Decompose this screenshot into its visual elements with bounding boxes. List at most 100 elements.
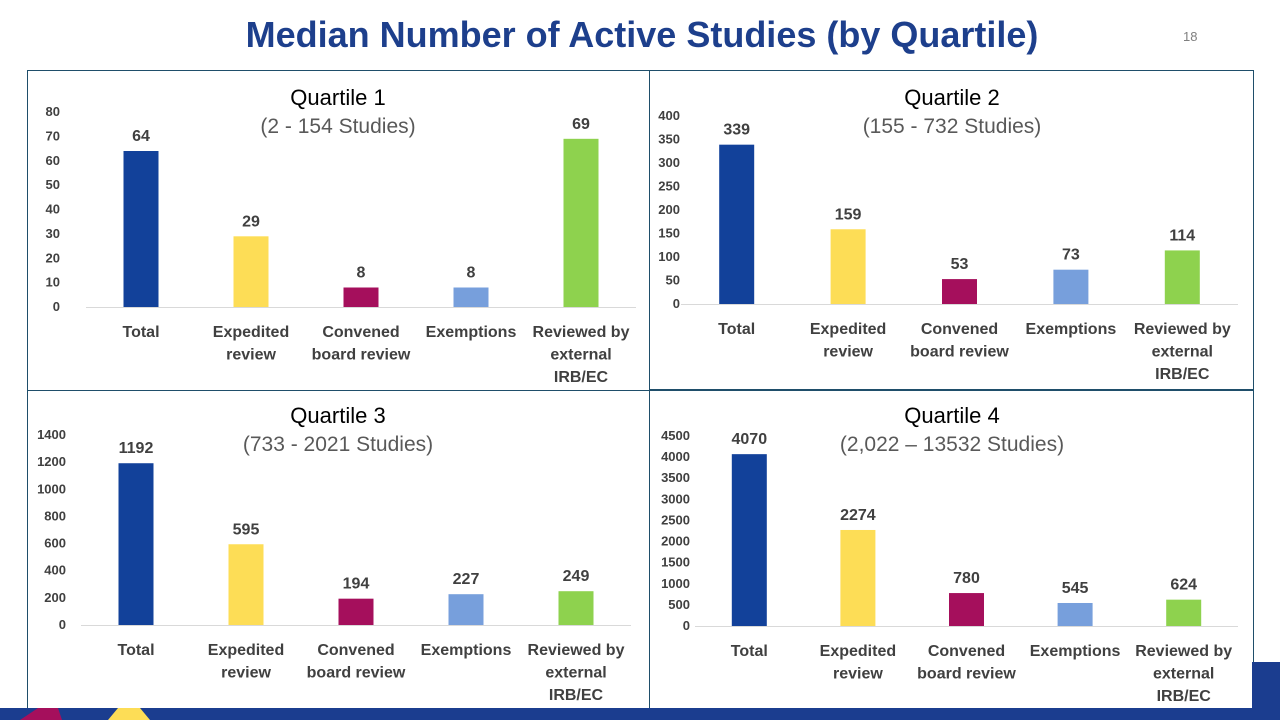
x-tick-label: Total xyxy=(122,324,159,341)
y-tick-label: 200 xyxy=(658,202,680,217)
chart-subtitle: (733 - 2021 Studies) xyxy=(242,433,434,456)
y-tick-label: 1500 xyxy=(661,555,690,570)
x-tick-label: Exemptions xyxy=(421,642,512,659)
x-tick-label: Convened xyxy=(928,643,1005,660)
data-label: 194 xyxy=(343,576,370,593)
data-label: 69 xyxy=(572,116,590,133)
chart-quartile-4: 0 500 1000 1500 2000 2500 3000 3500 4000 4500 4070… xyxy=(661,428,1238,705)
x-tick-label: Expedited xyxy=(208,642,284,659)
bar-total xyxy=(719,144,755,304)
data-label: 159 xyxy=(835,206,862,223)
data-label: 545 xyxy=(1062,580,1089,597)
y-tick-label: 250 xyxy=(658,179,680,194)
y-tick-label: 400 xyxy=(44,563,66,578)
x-tick-label: Convened xyxy=(317,642,394,659)
bar-exemptions xyxy=(453,287,489,307)
x-tick-label: board review xyxy=(917,666,1016,683)
data-label: 53 xyxy=(951,256,969,273)
data-label: 114 xyxy=(1169,227,1195,244)
x-tick-label: review xyxy=(823,344,873,361)
y-tick-label: 4500 xyxy=(661,428,690,443)
x-tick-label: IRB/EC xyxy=(1155,366,1210,383)
y-tick-label: 2500 xyxy=(661,512,690,527)
y-tick-label: 60 xyxy=(46,153,60,168)
x-tick-label: Exemptions xyxy=(426,324,517,341)
x-tick-label: Reviewed by xyxy=(533,324,630,341)
y-tick-label: 3500 xyxy=(661,470,690,485)
x-tick-label: review xyxy=(226,347,276,364)
x-tick-label: Expedited xyxy=(213,324,289,341)
chart-title: Quartile 3 xyxy=(290,403,386,428)
chart-title: Quartile 1 xyxy=(290,85,386,110)
data-label: 64 xyxy=(132,128,150,145)
x-tick-label: IRB/EC xyxy=(549,687,604,704)
x-tick-label: Total xyxy=(117,642,154,659)
bar-expedited-review xyxy=(840,529,876,626)
y-tick-label: 500 xyxy=(668,597,690,612)
x-tick-label: board review xyxy=(312,347,411,364)
bar-reviewed-by-external-irb-ec xyxy=(1164,250,1200,304)
y-tick-label: 3000 xyxy=(661,491,690,506)
bar-expedited-review xyxy=(233,236,269,307)
y-tick-label: 0 xyxy=(673,296,680,311)
y-tick-label: 0 xyxy=(53,299,60,314)
x-tick-label: external xyxy=(550,347,611,364)
x-tick-label: external xyxy=(1152,344,1213,361)
chart-panel-quartile-4: 0 500 1000 1500 2000 2500 3000 3500 4000 4500 4070… xyxy=(649,390,1254,710)
x-tick-label: Convened xyxy=(322,324,399,341)
data-label: 4070 xyxy=(732,431,768,448)
y-tick-label: 70 xyxy=(46,128,60,143)
data-label: 8 xyxy=(357,265,366,282)
bar-exemptions xyxy=(1057,602,1093,626)
chart-panel-quartile-2: 0 50 100 150 200 250 300 350 400 339 Total 159 Exped… xyxy=(649,70,1254,390)
y-tick-label: 150 xyxy=(658,226,680,241)
chart-panel-quartile-1: 0 10 20 30 40 50 60 70 80 64 Total 29 Expedited revie… xyxy=(27,70,651,392)
x-tick-label: IRB/EC xyxy=(554,369,609,386)
y-tick-label: 80 xyxy=(46,104,60,119)
x-tick-label: Total xyxy=(731,643,768,660)
bar-total xyxy=(123,151,159,307)
bar-convened-board-review xyxy=(343,287,379,307)
bar-convened-board-review xyxy=(942,279,977,304)
x-tick-label: external xyxy=(1153,666,1214,683)
x-tick-label: Total xyxy=(718,321,755,338)
y-tick-label: 1400 xyxy=(37,427,66,442)
data-label: 73 xyxy=(1062,247,1080,264)
y-tick-label: 50 xyxy=(46,177,60,192)
x-tick-label: Expedited xyxy=(810,321,886,338)
chart-subtitle: (2,022 – 13532 Studies) xyxy=(839,433,1065,456)
bar-exemptions xyxy=(1053,269,1089,304)
data-label: 339 xyxy=(723,122,750,139)
y-tick-label: 0 xyxy=(59,617,66,632)
y-tick-label: 400 xyxy=(658,108,680,123)
chart-quartile-2: 0 50 100 150 200 250 300 350 400 339 Total 159 Exped… xyxy=(658,108,1238,383)
y-tick-label: 0 xyxy=(683,618,690,633)
data-label: 1192 xyxy=(119,440,154,457)
data-label: 624 xyxy=(1170,577,1197,594)
data-label: 227 xyxy=(453,571,480,588)
y-tick-label: 30 xyxy=(46,226,60,241)
bar-reviewed-by-external-irb-ec xyxy=(563,138,599,307)
x-tick-label: review xyxy=(833,666,883,683)
x-tick-label: Exemptions xyxy=(1030,643,1121,660)
y-tick-label: 10 xyxy=(46,275,60,290)
chart-title: Quartile 4 xyxy=(904,403,1000,428)
chart-panel-quartile-3: 0 200 400 600 800 1000 1200 1400 1192 Total 595 Exp… xyxy=(27,390,651,710)
page-number: 18 xyxy=(1183,29,1198,44)
x-tick-label: board review xyxy=(307,665,406,682)
data-label: 29 xyxy=(242,213,260,230)
bar-total xyxy=(731,454,767,626)
x-tick-label: Expedited xyxy=(820,643,896,660)
bar-exemptions xyxy=(448,594,484,625)
data-label: 595 xyxy=(233,521,260,538)
x-tick-label: Reviewed by xyxy=(528,642,625,659)
slide-title: Median Number of Active Studies (by Quar… xyxy=(245,14,1039,55)
chart-quartile-1: 0 10 20 30 40 50 60 70 80 64 Total 29 Expedited revie… xyxy=(46,104,636,386)
bar-total xyxy=(118,463,154,625)
bar-expedited-review xyxy=(228,544,264,625)
y-tick-label: 200 xyxy=(44,590,66,605)
bar-reviewed-by-external-irb-ec xyxy=(1166,599,1202,626)
y-tick-label: 1000 xyxy=(661,576,690,591)
footer-navy-corner xyxy=(1252,662,1280,720)
chart-subtitle: (2 - 154 Studies) xyxy=(260,115,416,138)
